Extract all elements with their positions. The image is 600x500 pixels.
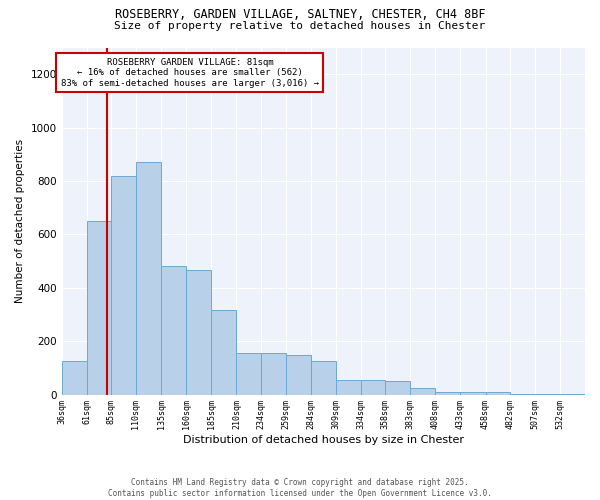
Bar (186, 270, 211, 394)
Bar (361, 380, 385, 394)
Bar (286, 354, 311, 395)
Bar (436, 392, 460, 394)
Bar (211, 310, 236, 394)
Bar (111, 176, 136, 394)
Bar (385, 381, 410, 394)
Text: Size of property relative to detached houses in Chester: Size of property relative to detached ho… (115, 21, 485, 31)
Bar (161, 266, 186, 394)
Text: ROSEBERRY GARDEN VILLAGE: 81sqm
← 16% of detached houses are smaller (562)
83% o: ROSEBERRY GARDEN VILLAGE: 81sqm ← 16% of… (61, 58, 319, 88)
Bar (460, 392, 485, 394)
Bar (136, 162, 161, 394)
X-axis label: Distribution of detached houses by size in Chester: Distribution of detached houses by size … (183, 435, 464, 445)
Y-axis label: Number of detached properties: Number of detached properties (15, 139, 25, 303)
Bar (260, 353, 286, 395)
Bar (311, 361, 336, 394)
Bar (62, 361, 87, 394)
Bar (336, 380, 361, 394)
Text: ROSEBERRY, GARDEN VILLAGE, SALTNEY, CHESTER, CH4 8BF: ROSEBERRY, GARDEN VILLAGE, SALTNEY, CHES… (115, 8, 485, 20)
Text: Contains HM Land Registry data © Crown copyright and database right 2025.
Contai: Contains HM Land Registry data © Crown c… (108, 478, 492, 498)
Bar (485, 392, 509, 394)
Bar (87, 221, 111, 394)
Bar (410, 388, 436, 394)
Bar (236, 353, 260, 395)
